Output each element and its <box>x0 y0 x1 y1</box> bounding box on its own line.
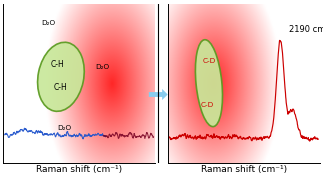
Text: C-D: C-D <box>201 102 214 108</box>
Text: C-H: C-H <box>51 60 65 69</box>
X-axis label: Raman shift (cm⁻¹): Raman shift (cm⁻¹) <box>36 165 122 174</box>
Ellipse shape <box>37 42 84 111</box>
Text: D₂O: D₂O <box>95 64 109 70</box>
Text: 2190 cm⁻¹: 2190 cm⁻¹ <box>289 25 323 34</box>
Text: D₂O: D₂O <box>57 125 71 131</box>
Text: D₂O: D₂O <box>42 20 56 26</box>
Text: C-H: C-H <box>54 83 68 92</box>
X-axis label: Raman shift (cm⁻¹): Raman shift (cm⁻¹) <box>201 165 287 174</box>
Text: C-D: C-D <box>202 58 215 64</box>
Ellipse shape <box>195 40 223 127</box>
